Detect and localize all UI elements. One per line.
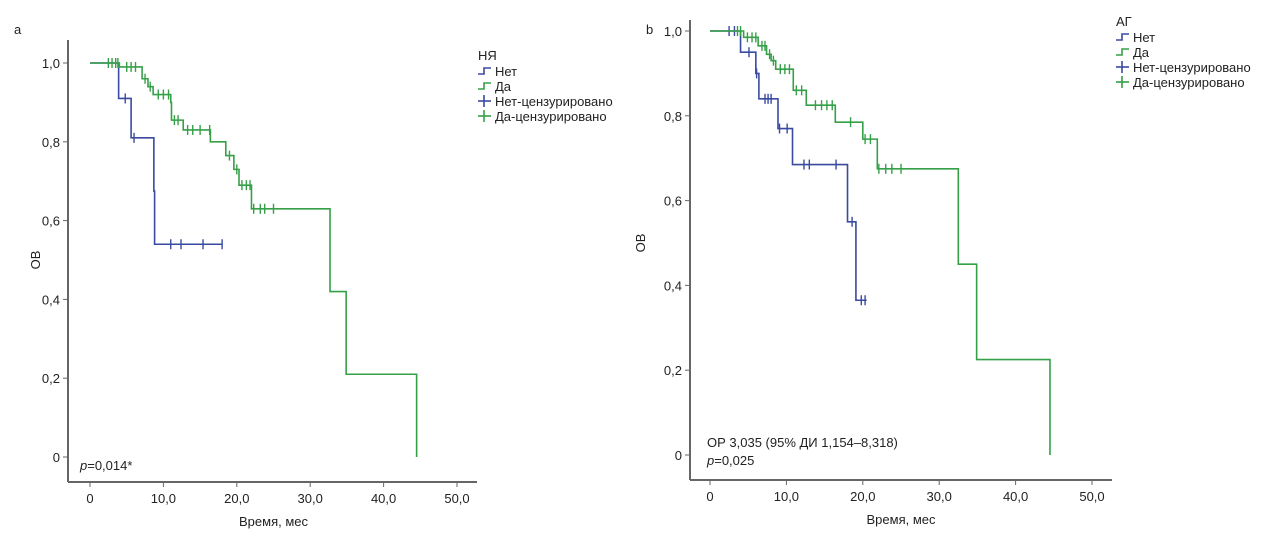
survival-curve-no bbox=[90, 62, 223, 246]
p-value-text: p=0,014* bbox=[79, 458, 132, 473]
x-tick-label: 50,0 bbox=[1079, 489, 1104, 504]
x-tick-label: 30,0 bbox=[927, 489, 952, 504]
legend-swatch bbox=[1116, 48, 1129, 56]
x-tick-label: 40,0 bbox=[1003, 489, 1028, 504]
x-tick-label: 10,0 bbox=[151, 491, 176, 506]
y-tick-label: 0,6 bbox=[42, 214, 60, 229]
x-tick-label: 40,0 bbox=[371, 491, 396, 506]
y-tick-label: 0 bbox=[53, 450, 60, 465]
x-tick-label: 10,0 bbox=[774, 489, 799, 504]
y-tick-label: 0,2 bbox=[664, 363, 682, 378]
survival-curve-yes bbox=[90, 62, 418, 457]
y-tick-label: 0,4 bbox=[42, 292, 60, 307]
legend-label: Нет bbox=[1133, 30, 1155, 45]
y-tick-label: 0,8 bbox=[42, 135, 60, 150]
x-axis-label: Время, мес bbox=[867, 512, 936, 527]
y-tick-label: 1,0 bbox=[664, 24, 682, 39]
y-tick-label: 0 bbox=[675, 448, 682, 463]
x-tick-label: 30,0 bbox=[298, 491, 323, 506]
chart-panel-a bbox=[63, 40, 491, 487]
legend-label: Да-цензурировано bbox=[495, 109, 607, 124]
y-tick-label: 0,6 bbox=[664, 194, 682, 209]
y-tick-label: 0,8 bbox=[664, 109, 682, 124]
legend-swatch bbox=[1116, 33, 1129, 41]
x-tick-label: 50,0 bbox=[444, 491, 469, 506]
legend-label: Нет-цензурировано bbox=[495, 94, 613, 109]
hazard-ratio-text: ОР 3,035 (95% ДИ 1,154–8,318) bbox=[707, 435, 898, 450]
p-value: =0,014* bbox=[87, 458, 132, 473]
y-axis-label: ОВ bbox=[28, 251, 43, 270]
chart-panel-b bbox=[685, 20, 1129, 485]
legend-label: Нет bbox=[495, 64, 517, 79]
legend-swatch bbox=[478, 82, 491, 90]
legend-label: Да bbox=[495, 79, 512, 94]
legend-label: Нет-цензурировано bbox=[1133, 60, 1251, 75]
y-tick-label: 0,2 bbox=[42, 371, 60, 386]
survival-curve-yes bbox=[710, 30, 1051, 455]
panel-label: b bbox=[646, 22, 653, 37]
panel-label: a bbox=[14, 22, 22, 37]
x-tick-label: 0 bbox=[86, 491, 93, 506]
y-axis-label: ОВ bbox=[633, 234, 648, 253]
p-value: =0,025 bbox=[714, 453, 754, 468]
legend-swatch bbox=[478, 67, 491, 75]
legend-label: Да bbox=[1133, 45, 1150, 60]
y-tick-label: 0,4 bbox=[664, 278, 682, 293]
x-tick-label: 20,0 bbox=[224, 491, 249, 506]
legend-title: НЯ bbox=[478, 48, 497, 63]
y-tick-label: 1,0 bbox=[42, 56, 60, 71]
survival-curve-no bbox=[710, 30, 867, 302]
x-tick-label: 20,0 bbox=[850, 489, 875, 504]
legend-title: АГ bbox=[1116, 14, 1132, 29]
p-value-text: p=0,025 bbox=[706, 453, 754, 468]
p-label: p bbox=[79, 458, 87, 473]
x-tick-label: 0 bbox=[706, 489, 713, 504]
x-axis-label: Время, мес bbox=[239, 514, 308, 529]
p-label: p bbox=[706, 453, 714, 468]
legend-label: Да-цензурировано bbox=[1133, 75, 1245, 90]
